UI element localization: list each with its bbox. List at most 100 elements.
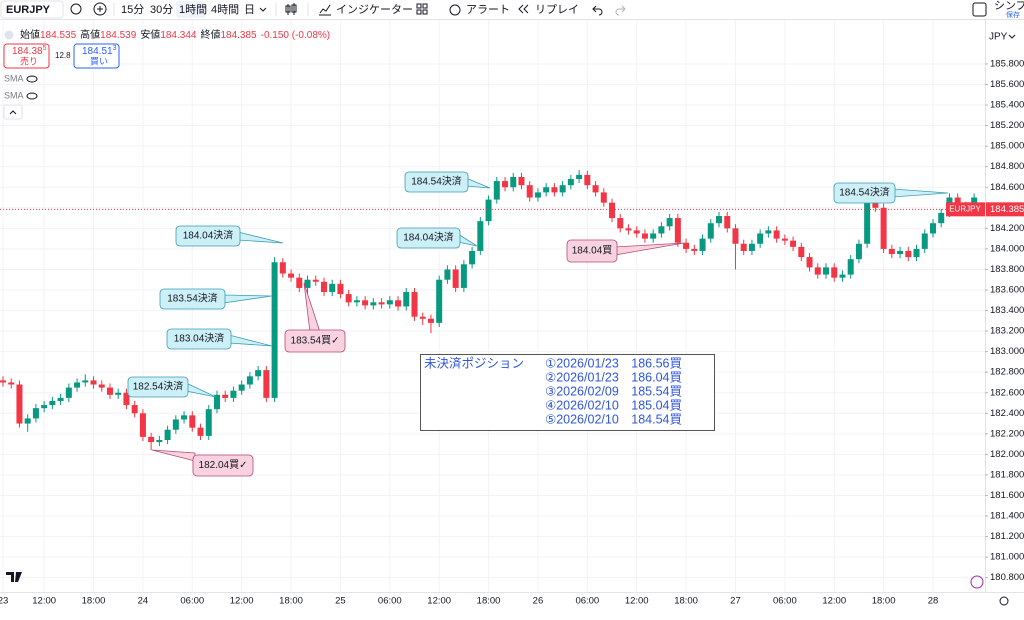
candle-body <box>650 233 657 239</box>
symbol-search[interactable] <box>0 0 64 19</box>
candle-body <box>238 384 245 391</box>
chart-type-icon[interactable] <box>285 3 297 15</box>
candles <box>0 169 978 451</box>
candle-body <box>584 174 591 186</box>
candle-body <box>798 246 805 258</box>
layout-icon[interactable] <box>416 3 428 15</box>
redo[interactable] <box>615 5 626 16</box>
candle-body <box>559 185 566 193</box>
value: 184.385 <box>220 30 257 41</box>
callout-text: 182.04買✓ <box>199 459 248 471</box>
y-tick-label: 184.000 <box>990 243 1024 254</box>
checkbox[interactable] <box>972 2 987 17</box>
callout-box <box>833 182 896 204</box>
buy-price[interactable]: 184.513 <box>82 45 117 57</box>
candle-body <box>0 380 6 383</box>
callout-text: 183.54買✓ <box>291 335 340 347</box>
symbol[interactable]: EURJPY <box>6 4 51 16</box>
candle-body <box>913 248 920 258</box>
last-price-tag <box>986 202 1024 217</box>
indicator-name[interactable]: SMA <box>4 73 24 83</box>
price: 184.38 <box>12 46 43 57</box>
currency-menu[interactable] <box>1008 34 1016 39</box>
replay-icon[interactable] <box>518 4 529 14</box>
candle-body <box>411 292 418 317</box>
candle-body <box>32 408 39 419</box>
simple-mode[interactable]: シンプ <box>994 0 1024 12</box>
candle-body <box>707 223 714 239</box>
callout-text: 184.54決済 <box>411 175 462 188</box>
callout-text: 184.04決済 <box>403 231 454 244</box>
compare-icon[interactable] <box>70 3 82 15</box>
replay-button[interactable]: リプレイ <box>535 3 579 16</box>
hidden-icon[interactable] <box>26 92 38 100</box>
save-button[interactable]: 保存 <box>1006 10 1020 19</box>
symbol-tag <box>946 202 985 217</box>
collapse-button[interactable] <box>3 104 23 120</box>
add-icon[interactable] <box>93 2 107 16</box>
candle-body <box>213 394 220 410</box>
candle-body <box>790 240 797 247</box>
interval-menu[interactable] <box>259 7 267 12</box>
currency[interactable]: JPY <box>989 32 1008 43</box>
candle-body <box>82 380 89 383</box>
x-tick-label: 18:00 <box>279 596 303 607</box>
candle-body <box>781 238 788 241</box>
y-tick-label: 184.800 <box>990 161 1024 172</box>
ohlc-legend: 始値184.535 高値184.539 安値184.344 終値184.385 -0.1… <box>20 28 330 41</box>
alert-icon[interactable] <box>449 4 461 16</box>
x-tick-label: 06:00 <box>378 596 402 607</box>
callout-text: 183.54決済 <box>167 292 218 305</box>
interval[interactable]: 日 <box>244 4 255 16</box>
lightning-icon[interactable] <box>970 575 984 589</box>
indicators-button[interactable]: インジケーター <box>336 3 413 16</box>
candle-body <box>855 243 862 260</box>
candle-body <box>452 269 459 288</box>
candle-body <box>74 382 81 388</box>
candle-body <box>222 394 229 398</box>
alert-button[interactable]: アラート <box>466 4 510 16</box>
callout-pointer <box>892 188 949 198</box>
candle-body <box>485 199 492 222</box>
sell-price[interactable]: 184.385 <box>12 45 47 57</box>
toolbar-bg <box>0 0 1024 19</box>
sell-button[interactable] <box>3 43 50 69</box>
candle-body <box>880 207 887 249</box>
candle-body <box>839 274 846 278</box>
interval[interactable]: 30分 <box>150 3 173 16</box>
candle-body <box>370 302 377 306</box>
candle-body <box>814 267 821 275</box>
grid <box>0 20 985 592</box>
indicator-icon[interactable] <box>319 4 331 16</box>
candle-body <box>897 250 904 255</box>
logo <box>6 572 22 582</box>
hidden-icon[interactable] <box>26 75 38 83</box>
y-tick-label: 180.800 <box>990 572 1024 583</box>
last-price-label: 184.385 <box>990 204 1024 215</box>
candle-body <box>90 380 97 385</box>
buy-label[interactable]: 買い <box>90 56 108 66</box>
candle-body <box>205 409 212 436</box>
x-tick-label: 18:00 <box>82 596 106 607</box>
collapse-icon[interactable] <box>4 30 14 40</box>
candle-body <box>115 392 122 395</box>
callout-text: 182.54決済 <box>133 380 184 393</box>
candle-body <box>378 302 385 305</box>
position-row: ③2026/02/09 185.54買 <box>545 384 682 398</box>
interval[interactable]: 1時間 <box>179 3 207 16</box>
candle-body <box>16 384 23 424</box>
candle-body <box>765 230 772 234</box>
interval[interactable]: 4時間 <box>211 3 239 16</box>
settings-icon[interactable] <box>999 596 1009 606</box>
buy-button[interactable] <box>73 43 120 69</box>
y-tick-label: 181.400 <box>990 511 1024 522</box>
sell-label[interactable]: 売り <box>20 55 38 66</box>
indicator-name[interactable]: SMA <box>4 90 24 100</box>
y-tick-label: 185.200 <box>990 120 1024 131</box>
undo[interactable] <box>592 5 603 16</box>
candle-body <box>888 248 895 255</box>
candle-body <box>181 415 188 420</box>
interval[interactable]: 15分 <box>121 3 144 16</box>
positions-box: 未決済ポジション ①2026/01/23 186.56買 ②2026/01/23… <box>420 354 715 431</box>
x-tick-label: 12:00 <box>32 596 56 607</box>
